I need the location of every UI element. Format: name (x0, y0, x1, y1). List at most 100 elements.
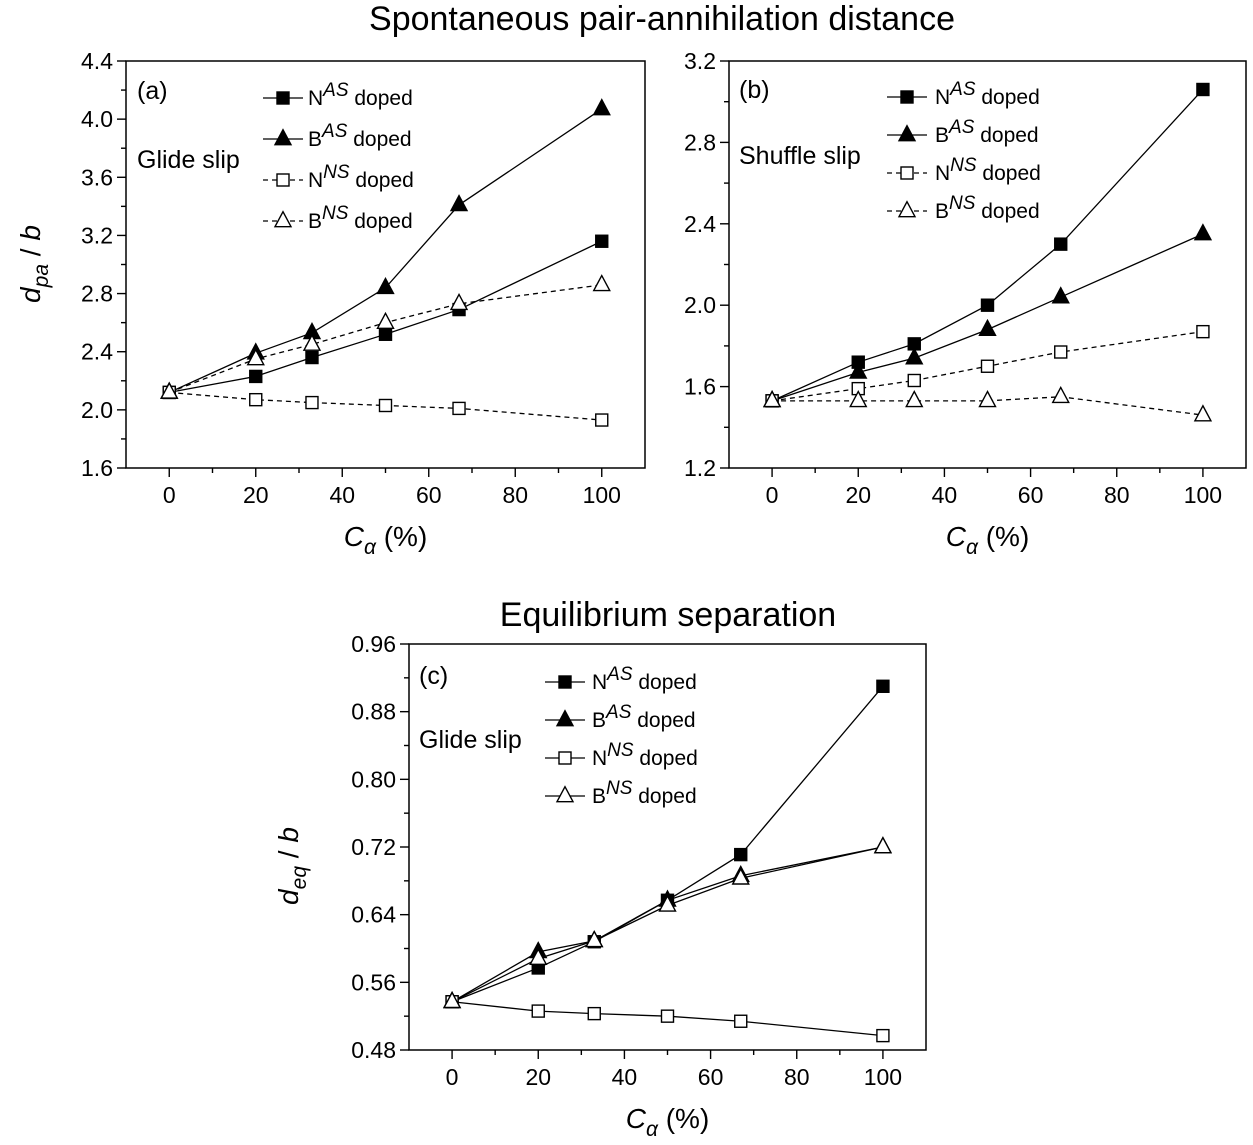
y-tick-label: 1.6 (81, 455, 113, 481)
data-point (378, 327, 393, 341)
y-tick-label: 4.4 (81, 48, 113, 74)
y-tick-label: 4.0 (81, 106, 113, 132)
data-point (449, 194, 469, 212)
data-point (873, 836, 893, 854)
y-tick-label: 3.2 (684, 48, 716, 74)
data-point (246, 348, 265, 366)
data-point (905, 347, 924, 365)
data-point (592, 274, 611, 292)
data-point (876, 1028, 890, 1043)
data-point (980, 298, 995, 312)
legend-marker (897, 124, 917, 142)
legend-marker (273, 128, 293, 146)
x-tick-label: 0 (766, 482, 779, 508)
legend: NAS doped BAS doped NNS doped BNS doped (887, 79, 1041, 223)
x-tick-label: 60 (416, 482, 442, 508)
y-tick-label: 2.8 (684, 129, 716, 155)
y-tick-label: 2.4 (81, 339, 113, 365)
legend-entry: BNS doped (592, 778, 697, 808)
y-tick-label: 0.72 (351, 834, 396, 860)
y-tick-label: 1.2 (684, 455, 716, 481)
plot-frame (408, 643, 927, 1051)
y-tick-label: 3.2 (81, 222, 113, 248)
data-point (1193, 223, 1213, 241)
data-point (305, 395, 319, 410)
legend-marker (900, 90, 914, 104)
y-tick-label: 0.64 (351, 902, 396, 928)
series-line (169, 240, 603, 394)
y-tick-label: 0.80 (351, 766, 396, 792)
x-tick-label: 0 (446, 1064, 459, 1090)
data-point (531, 1004, 545, 1018)
y-tick-label: 2.8 (81, 281, 113, 307)
y-tick-label: 2.0 (684, 292, 716, 318)
data-point (849, 361, 868, 379)
panel-label: (a) (137, 77, 168, 105)
legend-marker (276, 173, 290, 187)
x-tick-label: 100 (864, 1064, 902, 1090)
chart-panel: 0 20 40 60 80 100 1.2 1.6 2.0 2.4 2.8 3.2 Cα (%) (b) S… (684, 48, 1247, 559)
x-tick-label: 20 (845, 482, 871, 508)
y-tick-label: 0.96 (351, 631, 396, 657)
data-point (978, 318, 997, 337)
series-line (451, 846, 884, 1003)
data-point (1051, 286, 1070, 304)
data-point (1054, 237, 1068, 251)
x-tick-label: 100 (583, 482, 621, 508)
data-point (762, 390, 782, 408)
legend-marker (897, 200, 917, 218)
data-point (585, 930, 604, 948)
data-point (1193, 404, 1213, 422)
legend-marker (558, 675, 572, 689)
data-point (529, 947, 548, 966)
data-point (1196, 82, 1210, 97)
legend-entry: NNS doped (935, 155, 1041, 185)
x-tick-label: 100 (1184, 482, 1222, 508)
data-point (978, 390, 997, 408)
data-point (452, 401, 466, 416)
data-point (160, 381, 179, 399)
legend: NAS doped BAS doped NNS doped BNS doped (545, 664, 698, 808)
legend-entry: NAS doped (935, 79, 1040, 109)
legend-entry: BNS doped (308, 203, 413, 233)
data-point (376, 276, 395, 295)
data-point (592, 98, 611, 116)
slip-annotation: Glide slip (137, 146, 240, 174)
x-tick-label: 60 (698, 1064, 724, 1090)
slip-annotation: Shuffle slip (739, 142, 861, 170)
data-point (660, 1009, 675, 1023)
chart-panel: 0 20 40 60 80 100 1.6 2.0 2.4 2.8 3.2 3.6 4.0 4.4 Cα (… (15, 48, 646, 559)
x-tick-label: 80 (784, 1064, 810, 1090)
chart-panel: 0 20 40 60 80 100 0.48 0.56 0.64 0.72 0.80 0.88 0.96… (273, 631, 927, 1141)
data-point (249, 392, 263, 407)
legend-marker (558, 751, 572, 765)
series-line (771, 331, 1204, 402)
slip-annotation: Glide slip (419, 726, 522, 754)
y-tick-label: 2.4 (684, 211, 716, 237)
series-line (771, 89, 1204, 402)
legend-marker (555, 785, 575, 803)
legend-entry: NAS doped (308, 80, 413, 110)
legend-entry: BNS doped (935, 193, 1040, 223)
legend-marker (555, 709, 575, 727)
data-point (1054, 345, 1068, 359)
y-tick-label: 3.6 (81, 164, 113, 190)
data-point (305, 350, 319, 365)
data-point (734, 1014, 748, 1028)
data-point (1196, 324, 1210, 339)
x-axis-label: Cα (%) (946, 521, 1030, 559)
y-tick-label: 0.56 (351, 969, 396, 995)
x-tick-label: 60 (1018, 482, 1044, 508)
data-point (876, 679, 890, 693)
data-point (378, 398, 393, 413)
data-point (905, 390, 924, 408)
data-point (1051, 385, 1070, 404)
x-axis-label: Cα (%) (344, 521, 428, 559)
legend-entry: NNS doped (308, 162, 414, 192)
series-line (452, 1001, 883, 1037)
data-point (449, 292, 469, 311)
x-tick-label: 40 (612, 1064, 638, 1090)
bottom-title: Equilibrium separation (500, 596, 836, 634)
x-tick-label: 40 (932, 482, 958, 508)
